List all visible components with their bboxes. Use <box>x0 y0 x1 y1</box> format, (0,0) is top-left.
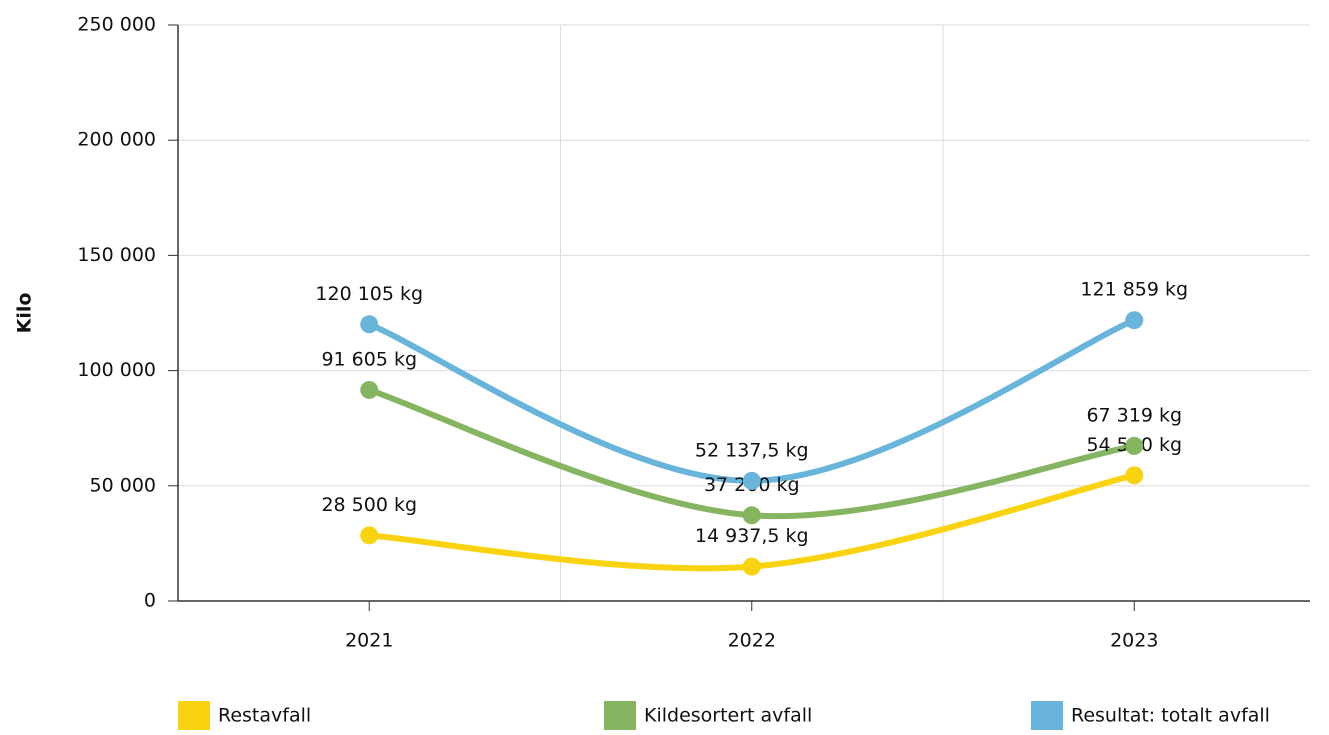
data-point <box>360 526 379 545</box>
data-point <box>360 380 379 399</box>
y-tick-label: 0 <box>144 590 156 612</box>
data-label: 14 937,5 kg <box>695 525 809 547</box>
data-point <box>742 471 761 490</box>
data-point <box>360 315 379 334</box>
legend-swatch <box>178 701 210 730</box>
y-tick-label: 250 000 <box>77 14 156 36</box>
x-tick-label: 2022 <box>728 630 776 652</box>
y-tick-label: 50 000 <box>90 474 156 496</box>
legend-swatch <box>1031 701 1063 730</box>
y-tick-label: 100 000 <box>77 359 156 381</box>
data-point <box>1125 311 1144 330</box>
data-label: 121 859 kg <box>1080 279 1188 301</box>
data-label: 120 105 kg <box>315 283 423 305</box>
y-tick-label: 200 000 <box>77 129 156 151</box>
data-label: 52 137,5 kg <box>695 439 809 461</box>
y-axis-title: Kilo <box>14 293 36 334</box>
data-label: 91 605 kg <box>321 348 417 370</box>
data-point <box>742 506 761 525</box>
x-tick-label: 2021 <box>345 630 393 652</box>
x-tick-label: 2023 <box>1110 630 1158 652</box>
legend-label: Restavfall <box>218 705 311 727</box>
data-point <box>1125 466 1144 485</box>
data-point <box>742 557 761 576</box>
y-tick-label: 150 000 <box>77 244 156 266</box>
legend-label: Kildesortert avfall <box>644 705 812 727</box>
legend-label: Resultat: totalt avfall <box>1071 705 1270 727</box>
legend-swatch <box>604 701 636 730</box>
data-label: 67 319 kg <box>1086 404 1182 426</box>
data-point <box>1125 436 1144 455</box>
data-label: 28 500 kg <box>321 494 417 516</box>
